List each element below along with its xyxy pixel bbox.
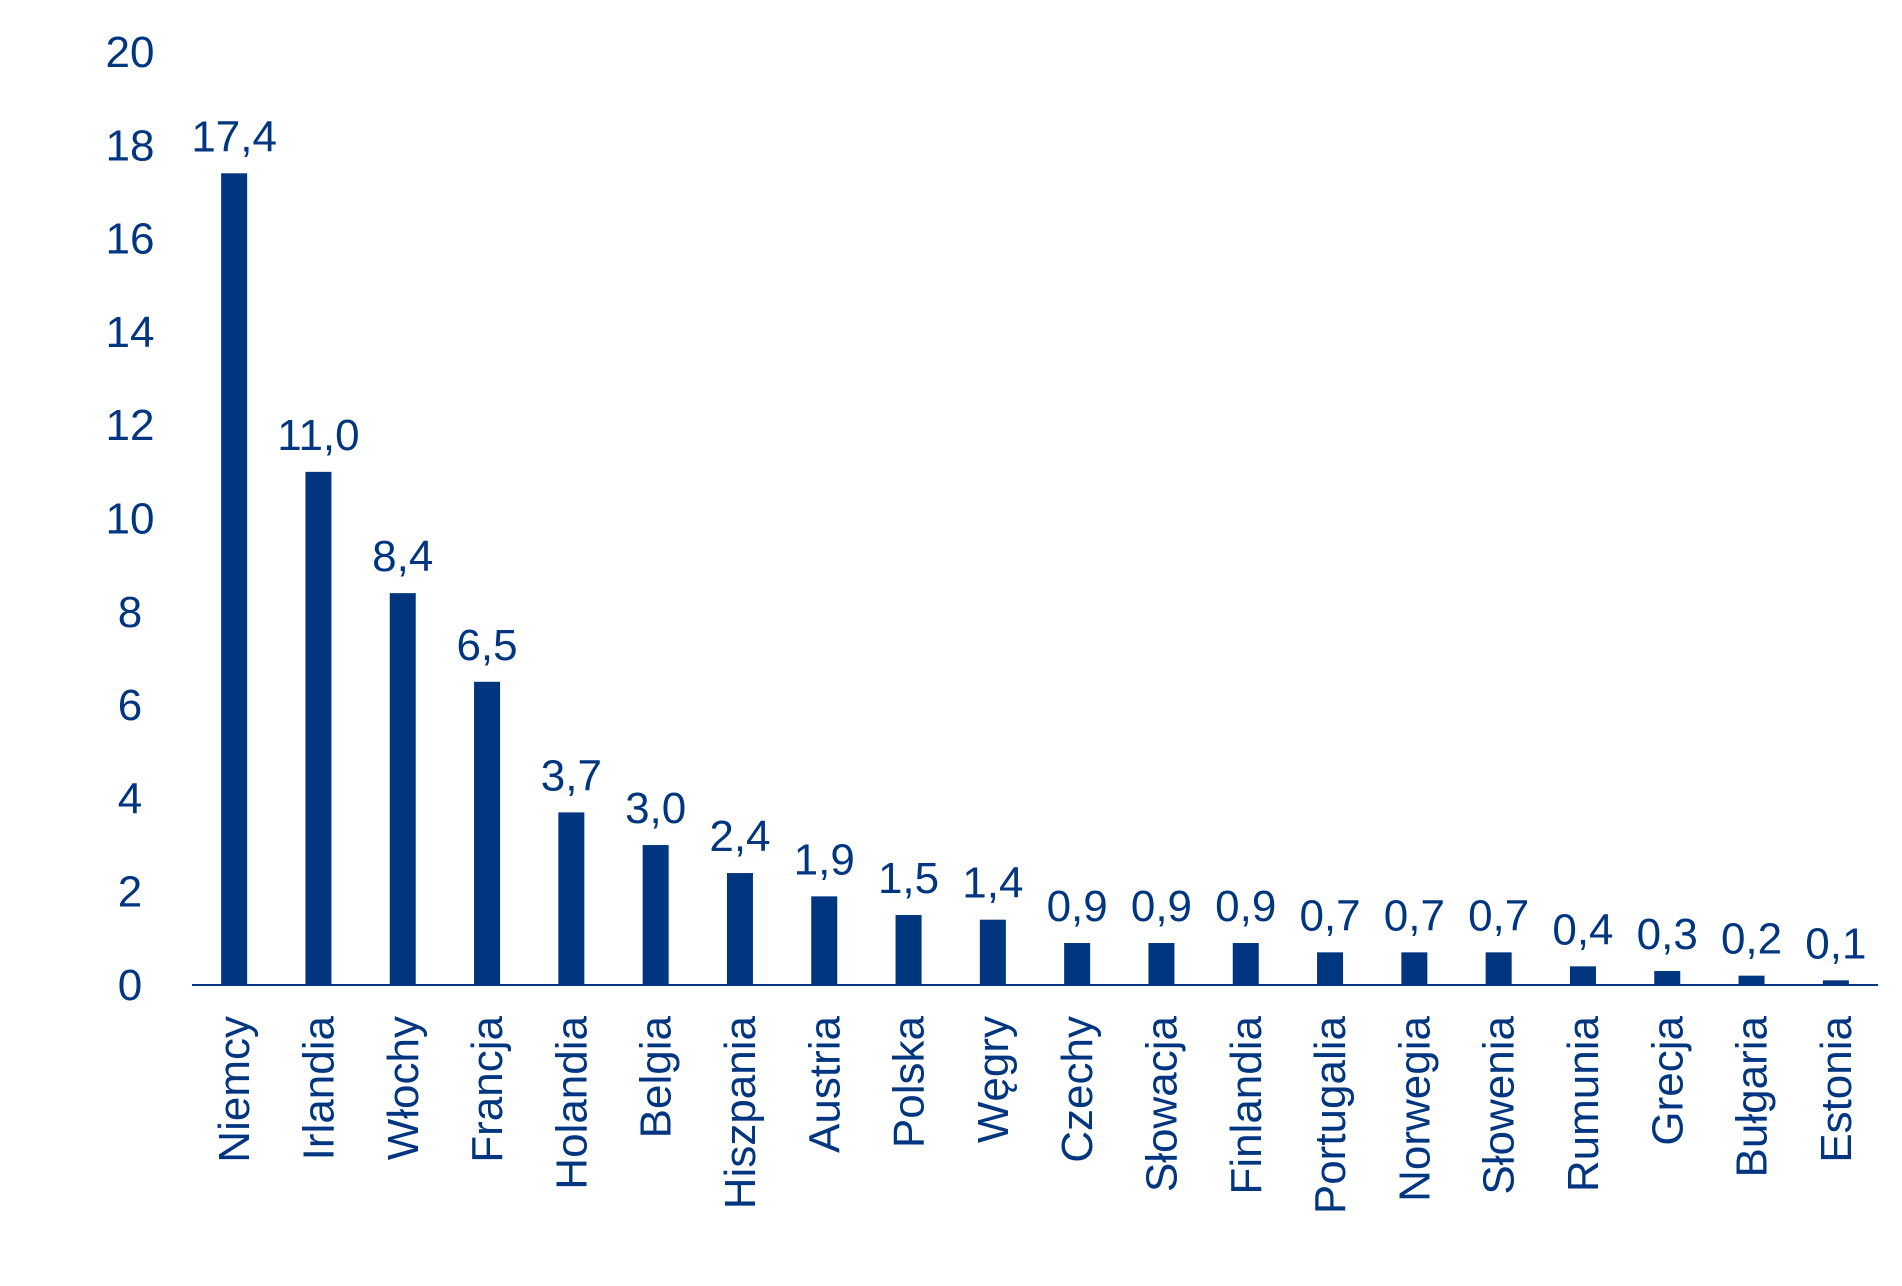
category-label: Austria (800, 1015, 849, 1152)
category-label: Niemcy (210, 1016, 259, 1163)
bar (1317, 952, 1344, 985)
category-label: Włochy (379, 1016, 428, 1160)
bar (1569, 966, 1596, 985)
data-label: 17,4 (191, 112, 277, 161)
category-label: Czechy (1053, 1016, 1102, 1163)
bar (726, 873, 753, 985)
category-label: Portugalia (1306, 1015, 1355, 1214)
bar (1654, 971, 1681, 985)
y-tick-label: 2 (118, 868, 142, 917)
data-label: 0,7 (1468, 891, 1529, 940)
data-label: 1,9 (794, 835, 855, 884)
y-tick-label: 14 (106, 308, 155, 357)
data-label: 0,7 (1384, 891, 1445, 940)
bar (1822, 980, 1849, 985)
bar (1148, 943, 1175, 985)
y-tick-label: 20 (106, 28, 155, 77)
category-label: Holandia (547, 1015, 596, 1189)
y-tick-label: 0 (118, 961, 142, 1010)
category-label: Finlandia (1222, 1015, 1271, 1194)
category-label: Belgia (632, 1015, 681, 1138)
category-label: Francja (463, 1015, 512, 1162)
bar (558, 812, 585, 985)
y-tick-label: 10 (106, 495, 155, 544)
category-label: Rumunia (1559, 1015, 1608, 1192)
data-labels: 17,4 11,0 8,4 6,5 3,7 3,0 2,4 1,9 1,5 1,4 0,9 0,9 0,… (191, 112, 1866, 968)
data-label: 0,3 (1637, 910, 1698, 959)
bar (221, 173, 248, 986)
data-label: 0,1 (1805, 919, 1866, 968)
bar (389, 593, 416, 985)
data-label: 0,2 (1721, 915, 1782, 964)
category-label: Hiszpania (716, 1015, 765, 1209)
data-label: 11,0 (277, 411, 359, 460)
category-label: Norwegia (1390, 1015, 1439, 1201)
data-label: 1,4 (962, 859, 1023, 908)
bar (1485, 952, 1512, 985)
data-label: 8,4 (372, 532, 433, 581)
bar (895, 915, 922, 985)
bar (474, 681, 501, 985)
y-tick-label: 18 (106, 121, 155, 170)
bars (221, 173, 1849, 986)
x-axis: Niemcy Irlandia Włochy Francja Holandia Belgi… (210, 1015, 1861, 1214)
data-label: 0,9 (1131, 882, 1192, 931)
bar (1738, 975, 1765, 985)
category-label: Węgry (969, 1016, 1018, 1143)
data-label: 0,4 (1552, 905, 1613, 954)
bar (811, 896, 838, 985)
bar (642, 845, 669, 985)
data-label: 3,0 (625, 784, 686, 833)
data-label: 2,4 (709, 812, 770, 861)
y-tick-label: 16 (106, 215, 155, 264)
y-tick-label: 12 (106, 401, 155, 450)
category-label: Irlandia (294, 1015, 343, 1160)
category-label: Estonia (1812, 1015, 1861, 1162)
bar (305, 471, 332, 986)
bar (1401, 952, 1428, 985)
data-label: 3,7 (541, 751, 602, 800)
category-label: Słowenia (1475, 1015, 1524, 1194)
category-label: Polska (885, 1015, 934, 1148)
data-label: 1,5 (878, 854, 939, 903)
y-tick-label: 4 (118, 774, 142, 823)
data-label: 0,7 (1299, 891, 1360, 940)
data-label: 6,5 (456, 621, 517, 670)
data-label: 0,9 (1047, 882, 1108, 931)
y-tick-label: 8 (118, 588, 142, 637)
bar (979, 919, 1006, 985)
bar (1064, 943, 1091, 985)
category-label: Bułgaria (1728, 1015, 1777, 1177)
data-label: 0,9 (1215, 882, 1276, 931)
category-label: Słowacja (1137, 1015, 1186, 1192)
y-tick-label: 6 (118, 681, 142, 730)
bar (1232, 943, 1259, 985)
category-label: Grecja (1643, 1015, 1692, 1145)
y-axis: 0 2 4 6 8 10 12 14 16 18 20 (106, 28, 155, 1010)
